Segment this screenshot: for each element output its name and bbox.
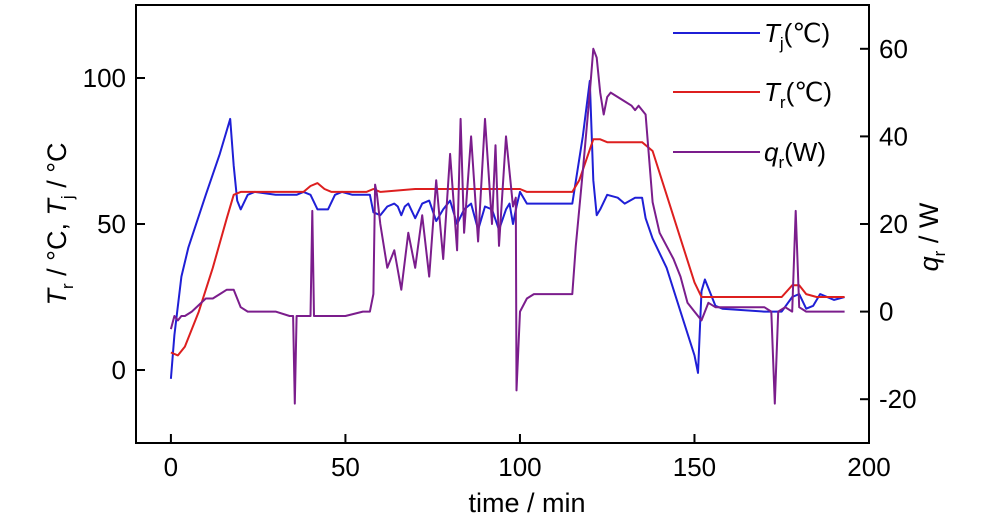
x-tick-label: 0 bbox=[164, 452, 178, 482]
svg-text:qr / W: qr / W bbox=[914, 202, 949, 271]
y-right-tick-label: -20 bbox=[879, 384, 917, 414]
series-line-Tj bbox=[169, 79, 845, 379]
legend-entry-Tr: Tr(℃) bbox=[673, 77, 832, 112]
series-line-qr bbox=[169, 47, 845, 405]
x-tick-label: 200 bbox=[847, 452, 890, 482]
legend-entry-qr: qr(W) bbox=[673, 137, 826, 172]
svg-text:Tr / °C, Tj / °C: Tr / °C, Tj / °C bbox=[42, 142, 77, 305]
x-axis-label: time / min bbox=[468, 488, 585, 518]
y-right-tick-label: 40 bbox=[879, 121, 908, 151]
y-right-tick-label: 20 bbox=[879, 209, 908, 239]
y-axis-left-label: Tr / °C, Tj / °C bbox=[42, 142, 77, 305]
x-tick-label: 50 bbox=[331, 452, 360, 482]
y-right-tick-label: 60 bbox=[879, 34, 908, 64]
legend-entry-Tj: Tj(℃) bbox=[673, 18, 830, 53]
ticks-group: 0 50 100 150 200 0 50 100 -20 0 20 40 60 bbox=[83, 34, 917, 482]
series-group bbox=[169, 47, 845, 405]
y-left-tick-label: 0 bbox=[112, 355, 126, 385]
legend-label: Tr(℃) bbox=[764, 77, 832, 112]
series-line-Tr bbox=[170, 138, 845, 357]
y-axis-right-label: qr / W bbox=[914, 202, 949, 271]
y-right-tick-label: 0 bbox=[879, 297, 893, 327]
y-left-tick-label: 50 bbox=[97, 209, 126, 239]
legend-label: Tj(℃) bbox=[764, 18, 830, 53]
x-tick-label: 150 bbox=[673, 452, 716, 482]
x-tick-label: 100 bbox=[498, 452, 541, 482]
legend-label: qr(W) bbox=[764, 137, 826, 172]
legend: Tj(℃) Tr(℃) qr(W) bbox=[673, 18, 832, 172]
plot-frame bbox=[135, 4, 870, 444]
y-left-tick-label: 100 bbox=[83, 63, 126, 93]
